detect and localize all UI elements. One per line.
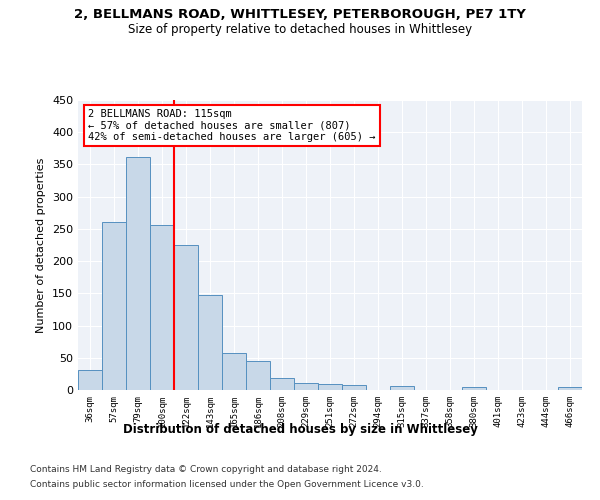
- Bar: [198, 294, 222, 390]
- Text: 2, BELLMANS ROAD, WHITTLESEY, PETERBOROUGH, PE7 1TY: 2, BELLMANS ROAD, WHITTLESEY, PETERBOROU…: [74, 8, 526, 20]
- Bar: [78, 370, 102, 390]
- Bar: [294, 383, 318, 390]
- Bar: [174, 245, 198, 390]
- Bar: [246, 361, 270, 390]
- Bar: [462, 388, 486, 390]
- Bar: [102, 222, 126, 390]
- Text: Contains public sector information licensed under the Open Government Licence v3: Contains public sector information licen…: [30, 480, 424, 489]
- Bar: [270, 378, 294, 390]
- Text: 2 BELLMANS ROAD: 115sqm
← 57% of detached houses are smaller (807)
42% of semi-d: 2 BELLMANS ROAD: 115sqm ← 57% of detache…: [88, 108, 376, 142]
- Text: Size of property relative to detached houses in Whittlesey: Size of property relative to detached ho…: [128, 22, 472, 36]
- Bar: [558, 388, 582, 390]
- Bar: [318, 384, 342, 390]
- Bar: [222, 354, 246, 390]
- Bar: [342, 386, 366, 390]
- Bar: [126, 156, 150, 390]
- Bar: [390, 386, 414, 390]
- Text: Contains HM Land Registry data © Crown copyright and database right 2024.: Contains HM Land Registry data © Crown c…: [30, 465, 382, 474]
- Text: Distribution of detached houses by size in Whittlesey: Distribution of detached houses by size …: [122, 422, 478, 436]
- Bar: [150, 225, 174, 390]
- Y-axis label: Number of detached properties: Number of detached properties: [37, 158, 46, 332]
